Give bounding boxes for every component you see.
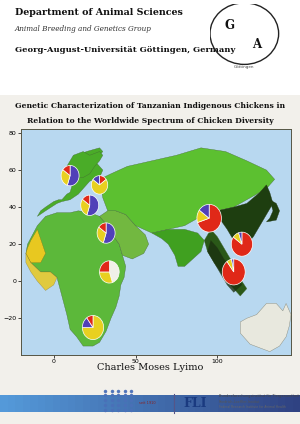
Wedge shape: [110, 261, 119, 282]
Bar: [128, 395, 135, 412]
Bar: [165, 395, 172, 412]
Wedge shape: [100, 261, 110, 272]
Text: Georg-August-Universität Göttingen, Germany: Georg-August-Universität Göttingen, Germ…: [15, 46, 236, 54]
Polygon shape: [152, 229, 204, 266]
Bar: [90, 395, 98, 412]
Wedge shape: [99, 223, 106, 233]
Bar: [60, 395, 68, 412]
Bar: [292, 395, 300, 412]
Text: Charles Moses Lyimo: Charles Moses Lyimo: [97, 363, 203, 372]
Text: seit 1910: seit 1910: [139, 401, 155, 405]
Text: Friedrich-Loeffler-Institut: Friedrich-Loeffler-Institut: [219, 400, 260, 404]
Bar: [15, 395, 22, 412]
Polygon shape: [26, 229, 46, 263]
Polygon shape: [266, 200, 280, 222]
Polygon shape: [218, 185, 273, 248]
Bar: [285, 395, 292, 412]
Bar: [195, 395, 202, 412]
Text: Göttingen: Göttingen: [234, 65, 255, 69]
Text: Animal Breeding and Genetics Group: Animal Breeding and Genetics Group: [15, 25, 152, 33]
Wedge shape: [197, 204, 221, 232]
Text: Federal Research Institute for Animal Health: Federal Research Institute for Animal He…: [219, 405, 286, 409]
Bar: [30, 395, 38, 412]
Wedge shape: [100, 272, 112, 283]
Wedge shape: [227, 259, 234, 272]
Bar: [270, 395, 278, 412]
Wedge shape: [92, 179, 108, 194]
Polygon shape: [26, 211, 126, 346]
Text: Relation to the Worldwide Spectrum of Chicken Diversity: Relation to the Worldwide Spectrum of Ch…: [27, 117, 273, 126]
Text: G: G: [224, 19, 235, 32]
Polygon shape: [38, 148, 103, 216]
Text: Bundesforschungsinstitut für Tiergesundheit: Bundesforschungsinstitut für Tiergesundh…: [219, 394, 299, 398]
Wedge shape: [82, 315, 103, 340]
Bar: [105, 395, 112, 412]
Bar: [22, 395, 30, 412]
Bar: [120, 395, 127, 412]
Bar: [75, 395, 82, 412]
Bar: [8, 395, 15, 412]
Bar: [180, 395, 188, 412]
Text: A: A: [252, 38, 261, 51]
Bar: [158, 395, 165, 412]
Bar: [38, 395, 45, 412]
Bar: [232, 395, 240, 412]
Bar: [255, 395, 262, 412]
Wedge shape: [87, 315, 93, 327]
Text: Department of Animal Sciences: Department of Animal Sciences: [15, 8, 183, 17]
Wedge shape: [197, 210, 209, 223]
Wedge shape: [93, 176, 100, 185]
Text: FLI: FLI: [183, 396, 206, 410]
Bar: [240, 395, 247, 412]
Wedge shape: [233, 233, 242, 244]
Bar: [82, 395, 90, 412]
Wedge shape: [67, 165, 79, 186]
Wedge shape: [82, 195, 90, 205]
Bar: [52, 395, 60, 412]
Wedge shape: [199, 204, 209, 218]
Bar: [262, 395, 270, 412]
Text: Genetic Characterization of Tanzanian Indigenous Chickens in: Genetic Characterization of Tanzanian In…: [15, 102, 285, 110]
Bar: [135, 395, 142, 412]
Bar: [150, 395, 158, 412]
Bar: [142, 395, 150, 412]
Bar: [278, 395, 285, 412]
Bar: [45, 395, 52, 412]
Wedge shape: [87, 195, 99, 215]
Bar: [172, 395, 180, 412]
Bar: [98, 395, 105, 412]
Polygon shape: [240, 304, 291, 351]
Bar: [225, 395, 232, 412]
Bar: [112, 395, 120, 412]
Bar: [210, 395, 218, 412]
Wedge shape: [61, 170, 70, 185]
Bar: [68, 395, 75, 412]
Wedge shape: [82, 318, 93, 327]
Polygon shape: [204, 229, 247, 296]
Bar: [202, 395, 210, 412]
Wedge shape: [231, 232, 253, 256]
Bar: [188, 395, 195, 412]
Polygon shape: [26, 254, 57, 290]
Polygon shape: [100, 211, 148, 259]
Wedge shape: [97, 227, 106, 243]
Polygon shape: [208, 240, 242, 292]
Wedge shape: [232, 259, 234, 272]
Bar: [248, 395, 255, 412]
Wedge shape: [222, 259, 245, 285]
Wedge shape: [81, 199, 90, 215]
Wedge shape: [103, 223, 115, 243]
Wedge shape: [238, 232, 242, 244]
Bar: [0, 395, 8, 412]
Polygon shape: [62, 151, 103, 178]
Wedge shape: [100, 176, 106, 185]
Wedge shape: [63, 165, 70, 176]
Polygon shape: [100, 148, 274, 233]
Bar: [218, 395, 225, 412]
